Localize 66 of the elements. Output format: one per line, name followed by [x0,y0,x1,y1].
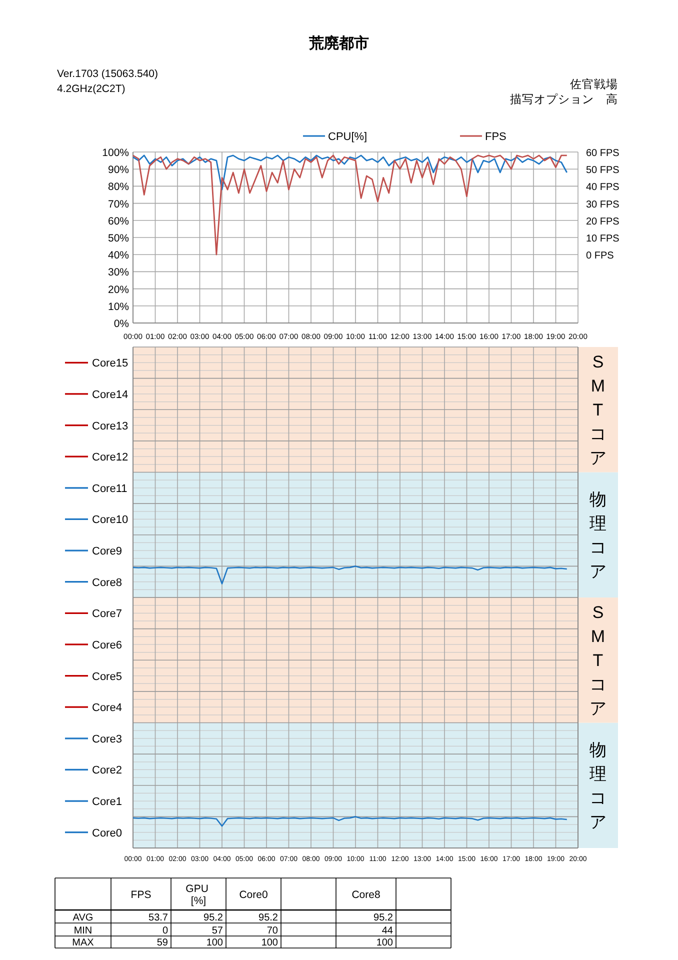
y2-tick-label: 40 FPS [586,182,620,194]
y-tick-label: 50% [108,232,129,244]
legend-label: Core13 [92,420,128,432]
y-tick-label: 100% [102,147,129,159]
data-label: 100 [376,938,394,948]
text: 4.2GHz(2C2T) [57,83,126,95]
y-tick-label: 60% [108,215,129,228]
y2-tick-label: 0 FPS [586,250,614,262]
y-tick-label: 40% [108,250,129,262]
text: 佐官戦場 [570,77,618,91]
y-tick-label: 20% [108,284,129,296]
legend-label: Core15 [92,358,128,370]
y2-tick-label: 10 FPS [586,234,620,244]
y-tick-label: 90% [108,164,129,176]
text: MIN [74,926,92,936]
y2-tick-label: 20 FPS [586,216,620,228]
text: 描写オプション 高 [510,92,618,106]
data-label: 100 [206,938,224,948]
y-tick-label: 0% [114,318,129,330]
data-label: 95.2 [258,912,278,924]
category-label: FPS [130,889,152,901]
legend-label: Core4 [92,702,122,714]
y-tick-label: 70% [108,198,129,210]
y2-tick-label: 50 FPS [586,165,620,176]
legend-label: Core1 [92,796,122,808]
text: AVG [72,912,94,924]
text: MAX [72,938,94,948]
band-label: SMTコア [590,603,606,718]
line-series [132,154,568,190]
data-label: 70 [266,926,278,936]
y-tick-label: 10% [108,300,129,313]
legend-label: Core10 [92,514,128,526]
data-label: 57 [212,926,224,936]
legend-label: Core14 [92,388,128,401]
legend-label: Core5 [92,670,122,683]
y-tick-label: 80% [108,181,129,194]
legend-label: Core3 [92,733,122,746]
category-label: Core8 [352,889,380,901]
legend-label: Core9 [92,546,122,558]
band-label: SMTコア [590,352,606,468]
legend-label: Core0 [92,827,122,840]
data-label: 95.2 [374,912,394,924]
band-label: 物理コア [590,490,606,581]
y2-tick-label: 30 FPS [586,199,620,210]
legend-label: Core8 [92,576,122,589]
legend-label: CPU[%] [328,131,368,143]
band-label: 物理コア [590,740,606,832]
data-label: 100 [261,938,278,948]
category-label: Core0 [239,889,268,901]
chart-title: 荒廃都市 [308,34,369,52]
data-label: 44 [382,926,394,936]
text: Ver.1703 (15063.540) [57,68,158,80]
legend-label: Core12 [92,452,128,464]
legend-label: FPS [485,131,506,143]
data-label: 53.7 [148,912,168,924]
legend-label: Core6 [92,639,122,652]
category-label: GPU [%] [186,883,212,907]
y-tick-label: 30% [108,266,129,279]
y2-tick-label: 60 FPS [586,148,620,159]
data-label: 59 [156,938,168,948]
data-label: 0 [162,926,168,936]
legend-label: Core7 [92,608,122,620]
line-series [132,154,568,256]
legend-label: Core2 [92,764,122,777]
data-label: 95.2 [204,912,224,924]
legend-label: Core11 [92,482,128,495]
